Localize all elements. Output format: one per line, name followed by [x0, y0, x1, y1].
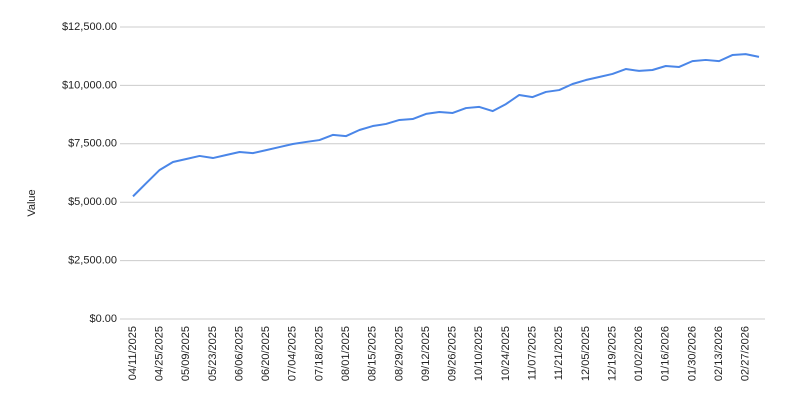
x-tick-label: 01/02/2026 — [633, 326, 645, 381]
x-tick-label: 05/09/2025 — [180, 326, 192, 381]
x-tick-label: 05/23/2025 — [207, 326, 219, 381]
x-tick-label: 06/06/2025 — [233, 326, 245, 381]
y-tick-label: $10,000.00 — [62, 79, 117, 91]
x-tick-label: 01/30/2026 — [686, 326, 698, 381]
x-tick-label: 06/20/2025 — [260, 326, 272, 381]
x-tick-label: 10/24/2025 — [500, 326, 512, 381]
x-tick-label: 09/12/2025 — [420, 326, 432, 381]
x-tick-label: 07/04/2025 — [287, 326, 299, 381]
x-tick-label: 11/21/2025 — [553, 326, 565, 380]
x-tick-label: 04/25/2025 — [154, 326, 166, 381]
y-tick-label: $5,000.00 — [68, 196, 117, 208]
x-tick-label: 12/19/2025 — [606, 326, 618, 381]
y-tick-label: $12,500.00 — [62, 21, 117, 33]
x-tick-label: 02/13/2026 — [713, 326, 725, 381]
x-tick-label: 08/15/2025 — [367, 326, 379, 381]
x-tick-label: 08/01/2025 — [340, 326, 352, 381]
x-tick-label: 01/16/2026 — [660, 326, 672, 381]
x-tick-label: 04/11/2025 — [127, 326, 139, 380]
x-tick-label: 11/07/2025 — [526, 326, 538, 380]
x-tick-label: 02/27/2026 — [740, 326, 752, 381]
y-tick-label: $2,500.00 — [68, 255, 117, 267]
y-tick-label: $0.00 — [89, 313, 117, 325]
y-axis-label: Value — [26, 189, 38, 216]
x-tick-label: 07/18/2025 — [313, 326, 325, 381]
x-tick-label: 10/10/2025 — [473, 326, 485, 381]
x-tick-label: 08/29/2025 — [393, 326, 405, 381]
line — [132, 53, 760, 198]
x-tick-label: 12/05/2025 — [580, 326, 592, 381]
x-tick-label: 09/26/2025 — [447, 326, 459, 381]
y-tick-label: $7,500.00 — [68, 138, 117, 150]
